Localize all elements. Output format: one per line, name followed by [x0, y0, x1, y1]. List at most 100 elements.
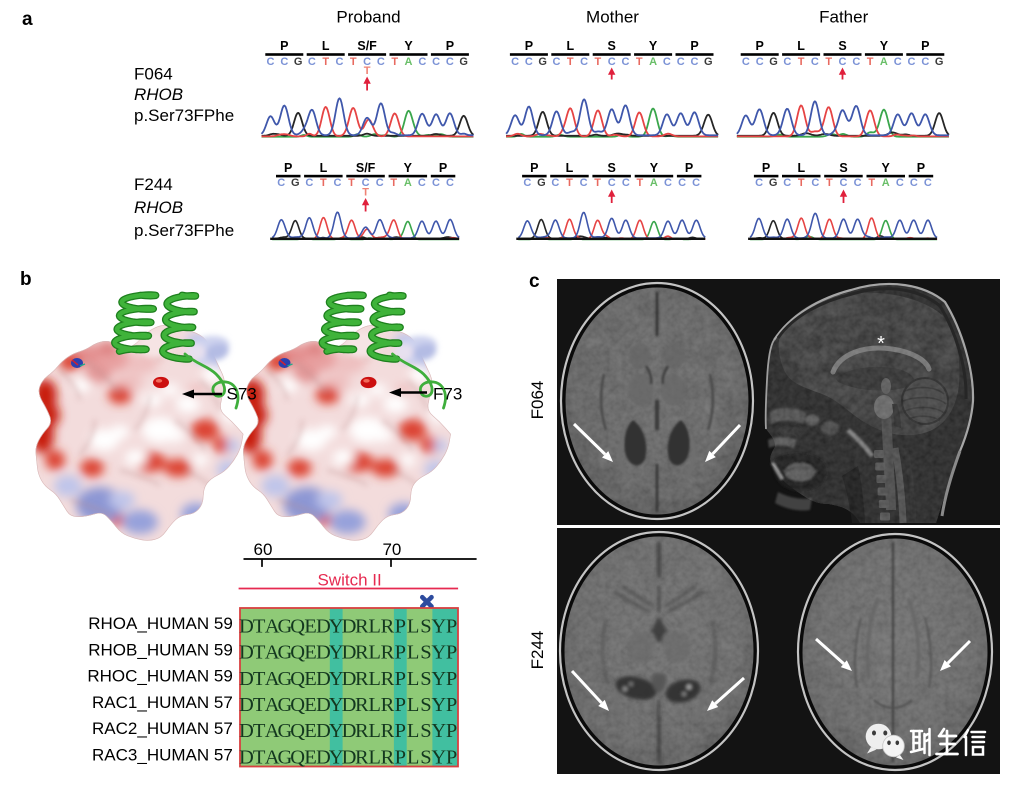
- svg-text:G: G: [769, 177, 778, 189]
- svg-text:P: P: [762, 161, 770, 175]
- svg-text:R: R: [381, 720, 395, 742]
- svg-text:T: T: [867, 56, 874, 68]
- svg-text:C: C: [511, 56, 519, 68]
- svg-text:D: D: [316, 720, 331, 742]
- svg-text:T: T: [348, 177, 355, 189]
- svg-text:C: C: [334, 177, 342, 189]
- svg-text:RAC3_HUMAN 57: RAC3_HUMAN 57: [92, 745, 233, 764]
- svg-text:A: A: [880, 56, 888, 68]
- svg-text:Y: Y: [431, 642, 446, 664]
- svg-text:C: C: [432, 56, 440, 68]
- svg-text:S: S: [420, 747, 431, 769]
- svg-text:R: R: [355, 668, 369, 690]
- svg-text:C: C: [608, 56, 616, 68]
- svg-text:P: P: [446, 694, 457, 716]
- svg-text:P: P: [921, 39, 929, 53]
- svg-text:T: T: [364, 65, 371, 77]
- svg-text:E: E: [304, 747, 317, 769]
- svg-text:G: G: [277, 720, 292, 742]
- svg-text:P: P: [395, 615, 406, 637]
- svg-text:C: C: [894, 56, 902, 68]
- svg-text:RHOB: RHOB: [134, 198, 183, 217]
- svg-text:G: G: [277, 668, 292, 690]
- svg-text:T: T: [322, 56, 329, 68]
- svg-text:D: D: [316, 668, 331, 690]
- svg-text:Y: Y: [329, 642, 344, 664]
- svg-text:S73: S73: [227, 385, 257, 404]
- svg-text:Q: Q: [290, 694, 305, 716]
- svg-text:L: L: [566, 39, 574, 53]
- svg-text:D: D: [316, 747, 331, 769]
- svg-text:T: T: [253, 720, 266, 742]
- svg-text:G: G: [538, 56, 547, 68]
- svg-text:P: P: [446, 668, 457, 690]
- svg-text:D: D: [316, 642, 331, 664]
- svg-text:R: R: [381, 642, 395, 664]
- svg-text:P: P: [280, 39, 288, 53]
- svg-text:C: C: [839, 56, 847, 68]
- svg-text:D: D: [239, 720, 254, 742]
- svg-text:C: C: [756, 56, 764, 68]
- svg-text:RHOB_HUMAN 59: RHOB_HUMAN 59: [88, 640, 233, 659]
- svg-text:L: L: [566, 161, 574, 175]
- svg-text:P: P: [446, 39, 454, 53]
- svg-text:P: P: [446, 747, 457, 769]
- svg-text:L: L: [407, 668, 420, 690]
- svg-text:D: D: [342, 747, 357, 769]
- svg-text:R: R: [355, 720, 369, 742]
- svg-text:C: C: [742, 56, 750, 68]
- svg-text:T: T: [826, 177, 833, 189]
- svg-text:A: A: [265, 642, 280, 664]
- svg-text:C: C: [691, 56, 699, 68]
- svg-text:L: L: [407, 615, 420, 637]
- svg-text:Y: Y: [882, 161, 891, 175]
- svg-text:T: T: [253, 747, 266, 769]
- svg-text:Y: Y: [650, 161, 659, 175]
- svg-text:T: T: [868, 177, 875, 189]
- svg-text:G: G: [537, 177, 546, 189]
- svg-text:P: P: [446, 720, 457, 742]
- svg-text:P: P: [395, 694, 406, 716]
- svg-text:C: C: [551, 177, 559, 189]
- svg-text:C: C: [677, 56, 685, 68]
- svg-text:T: T: [567, 56, 574, 68]
- svg-text:Y: Y: [431, 720, 446, 742]
- svg-text:Mother: Mother: [586, 8, 639, 27]
- svg-text:D: D: [342, 694, 357, 716]
- svg-text:L: L: [407, 694, 420, 716]
- svg-text:G: G: [459, 56, 468, 68]
- svg-text:T: T: [350, 56, 357, 68]
- svg-text:C: C: [664, 177, 672, 189]
- svg-text:R: R: [355, 694, 369, 716]
- svg-text:C: C: [783, 177, 791, 189]
- svg-text:S: S: [420, 642, 431, 664]
- svg-text:D: D: [342, 642, 357, 664]
- svg-text:Q: Q: [290, 668, 305, 690]
- svg-text:C: C: [924, 177, 932, 189]
- svg-text:C: C: [811, 177, 819, 189]
- svg-text:G: G: [277, 642, 292, 664]
- svg-text:p.Ser73FPhe: p.Ser73FPhe: [134, 106, 234, 125]
- svg-text:E: E: [304, 642, 317, 664]
- svg-text:E: E: [304, 694, 317, 716]
- svg-text:C: C: [622, 56, 630, 68]
- svg-text:C: C: [678, 177, 686, 189]
- svg-text:C: C: [811, 56, 819, 68]
- svg-text:A: A: [265, 668, 280, 690]
- svg-text:C: C: [336, 56, 344, 68]
- svg-text:R: R: [381, 747, 395, 769]
- svg-text:D: D: [239, 615, 254, 637]
- svg-text:C: C: [580, 177, 588, 189]
- svg-text:Y: Y: [329, 668, 344, 690]
- svg-text:D: D: [239, 668, 254, 690]
- svg-text:L: L: [407, 720, 420, 742]
- svg-text:C: C: [608, 177, 616, 189]
- svg-text:C: C: [553, 56, 561, 68]
- svg-text:D: D: [342, 668, 357, 690]
- svg-text:T: T: [798, 56, 805, 68]
- svg-text:Y: Y: [431, 694, 446, 716]
- svg-text:S/F: S/F: [357, 39, 377, 53]
- svg-text:T: T: [391, 56, 398, 68]
- svg-text:A: A: [265, 720, 280, 742]
- svg-text:F73: F73: [433, 385, 462, 404]
